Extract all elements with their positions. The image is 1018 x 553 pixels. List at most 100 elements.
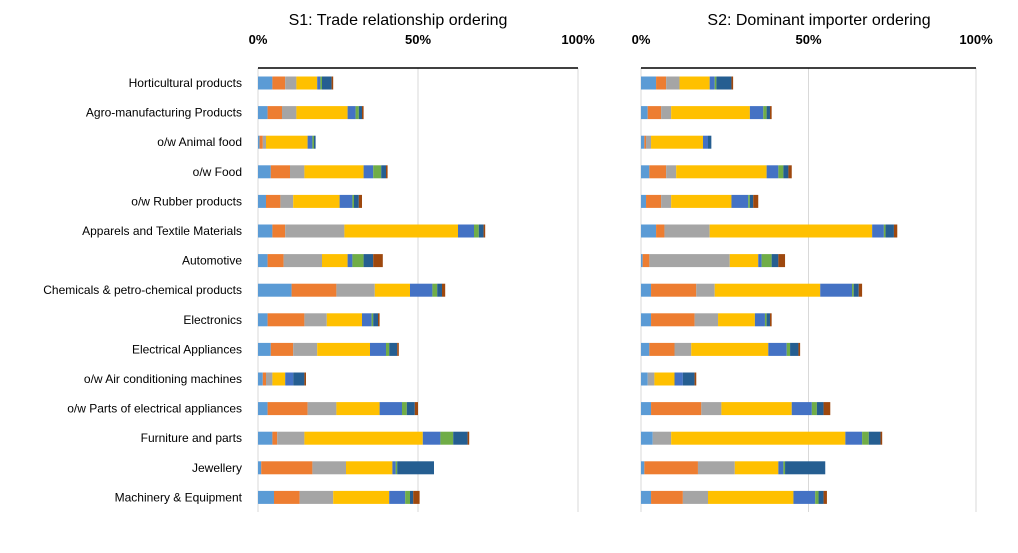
s2-bar-electrical-appliances-seg5 [768,342,787,356]
s2-bar-o-w-rubber-products-seg1 [641,194,647,208]
s1-bar-o-w-food-seg8 [386,165,388,179]
s1-bar-o-w-parts-of-electrical-appliances-seg3 [307,402,337,416]
s1-bar-chemicals-petro-chemical-products-seg1 [258,283,292,297]
s1-bar-automotive-seg5 [347,254,353,268]
s1-bar-agro-manufacturing-products-seg4 [296,106,348,120]
s2-bar-o-w-parts-of-electrical-appliances-seg2 [651,402,702,416]
s2-x-tick-label: 0% [632,32,651,47]
s2-bar-o-w-food-seg8 [788,165,792,179]
s1-bar-jewellery-seg6 [395,461,398,475]
s1-bar-electrical-appliances-seg4 [317,342,370,356]
s1-bar-electronics-seg5 [362,313,372,327]
s2-bar-apparels-and-textile-materials-seg5 [872,224,884,238]
s2-bar-chemicals-petro-chemical-products-seg4 [714,283,821,297]
s1-bar-o-w-air-conditioning-machines-seg4 [272,372,286,386]
s1-bar-furniture-and-parts-seg6 [440,431,454,445]
s2-bar-agro-manufacturing-products-seg6 [763,106,767,120]
s2-bar-o-w-animal-food-seg3 [646,135,652,149]
s2-bar-furniture-and-parts-seg3 [652,431,672,445]
s2-bar-horticultural-products-seg3 [666,76,680,90]
s2-bar-horticultural-products-seg5 [709,76,715,90]
s2-bar-o-w-air-conditioning-machines-seg4 [654,372,675,386]
s1-bar-o-w-parts-of-electrical-appliances-seg2 [267,402,308,416]
s2-bar-electrical-appliances-seg4 [691,342,769,356]
s1-bar-o-w-air-conditioning-machines-seg8 [304,372,306,386]
s1-bar-automotive-seg7 [363,254,374,268]
s2-bar-electronics-seg1 [641,313,652,327]
s2-bar-agro-manufacturing-products-seg8 [769,106,772,120]
s1-bar-machinery-equipment-seg6 [405,490,410,504]
s1-bar-horticultural-products-seg6 [320,76,322,90]
s2-bar-o-w-animal-food-seg2 [644,135,647,149]
s1-bar-apparels-and-textile-materials-seg1 [258,224,273,238]
s1-bar-electronics-seg2 [267,313,305,327]
s2-bar-automotive-seg1 [641,254,643,268]
category-label-o-w-food: o/w Food [193,165,242,179]
s1-bar-electronics-seg3 [304,313,327,327]
s2-chart-title: S2: Dominant importer ordering [707,12,930,29]
s1-bar-automotive-seg1 [258,254,268,268]
s1-bar-o-w-parts-of-electrical-appliances-seg1 [258,402,268,416]
s2-bar-o-w-parts-of-electrical-appliances-seg7 [816,402,824,416]
s1-bar-chemicals-petro-chemical-products-seg4 [374,283,410,297]
s2-bar-agro-manufacturing-products-seg4 [671,106,750,120]
s2-bar-automotive-seg4 [729,254,759,268]
s1-bar-chemicals-petro-chemical-products-seg3 [336,283,375,297]
s1-bar-furniture-and-parts-seg8 [467,431,470,445]
s2-bar-o-w-food-seg7 [783,165,789,179]
s1-bar-o-w-animal-food-seg3 [262,135,266,149]
s1-bar-machinery-equipment-seg7 [410,490,414,504]
s2-bar-chemicals-petro-chemical-products-seg2 [651,283,697,297]
s1-bar-horticultural-products-seg2 [272,76,286,90]
s2-bar-furniture-and-parts-seg6 [862,431,869,445]
s2-bar-electronics-seg8 [769,313,772,327]
s1-bar-apparels-and-textile-materials-seg6 [474,224,479,238]
s2-bar-apparels-and-textile-materials-seg3 [664,224,710,238]
s2-bar-apparels-and-textile-materials-seg6 [883,224,886,238]
s2-bar-jewellery-seg2 [644,461,698,475]
category-label-o-w-rubber-products: o/w Rubber products [131,194,242,208]
s1-x-tick-label: 0% [249,32,268,47]
s2-bar-electronics-seg4 [718,313,755,327]
s2-bar-o-w-parts-of-electrical-appliances-seg8 [823,402,831,416]
s2-bar-apparels-and-textile-materials-seg2 [656,224,665,238]
s1-bar-jewellery-seg4 [346,461,393,475]
s1-bar-o-w-rubber-products-seg2 [266,194,281,208]
s2-bar-automotive-seg6 [761,254,772,268]
s2-bar-apparels-and-textile-materials-seg4 [709,224,873,238]
s2-bar-jewellery-seg6 [783,461,786,475]
s2-bar-jewellery-seg4 [734,461,779,475]
s1-bar-electrical-appliances-seg7 [389,342,398,356]
s2-bar-o-w-rubber-products-seg7 [749,194,754,208]
category-label-apparels-and-textile-materials: Apparels and Textile Materials [82,224,242,238]
s2-bar-horticultural-products-seg6 [714,76,717,90]
s2-bar-o-w-food-seg2 [649,165,667,179]
s2-bar-chemicals-petro-chemical-products-seg7 [853,283,859,297]
s2-bar-machinery-equipment-seg8 [823,490,827,504]
s1-bar-horticultural-products-seg3 [285,76,297,90]
s1-bar-o-w-rubber-products-seg8 [358,194,362,208]
s1-bar-o-w-parts-of-electrical-appliances-seg7 [406,402,415,416]
s2-bar-o-w-air-conditioning-machines-seg8 [694,372,697,386]
s1-bar-horticultural-products-seg1 [258,76,273,90]
s1-bar-apparels-and-textile-materials-seg4 [344,224,458,238]
category-label-agro-manufacturing-products: Agro-manufacturing Products [86,106,242,120]
s1-x-tick-label: 50% [405,32,431,47]
s2-bar-o-w-air-conditioning-machines-seg1 [641,372,648,386]
s2-bar-apparels-and-textile-materials-seg8 [893,224,898,238]
s1-bar-electrical-appliances-seg3 [293,342,318,356]
s2-bar-electronics-seg7 [766,313,770,327]
s2-bar-electronics-seg5 [754,313,765,327]
s2-bar-horticultural-products-seg2 [656,76,667,90]
s2-bar-machinery-equipment-seg5 [793,490,816,504]
s2-x-tick-label: 50% [795,32,821,47]
s2-bar-jewellery-seg7 [785,461,826,475]
s2-bar-automotive-seg8 [778,254,786,268]
s1-bar-apparels-and-textile-materials-seg3 [285,224,345,238]
s1-bar-agro-manufacturing-products-seg1 [258,106,268,120]
s1-bar-o-w-rubber-products-seg7 [354,194,359,208]
s1-bar-agro-manufacturing-products-seg6 [355,106,359,120]
s2-bar-chemicals-petro-chemical-products-seg3 [696,283,715,297]
s2-bar-electrical-appliances-seg6 [786,342,791,356]
